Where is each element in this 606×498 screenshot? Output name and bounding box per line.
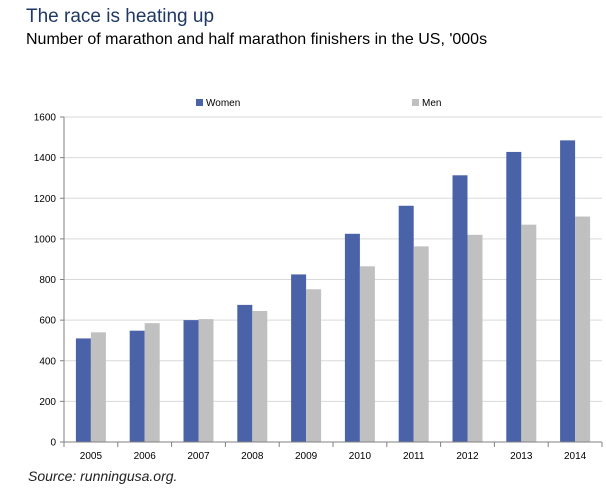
x-tick-label: 2010: [349, 451, 372, 462]
y-tick-label: 1600: [34, 113, 57, 124]
x-tick-label: 2014: [564, 451, 587, 462]
y-tick-label: 1200: [34, 194, 57, 205]
bar-women-2011: [398, 205, 414, 442]
x-tick-label: 2007: [187, 451, 210, 462]
x-tick-label: 2011: [403, 451, 425, 462]
bar-women-2014: [560, 140, 576, 442]
bar-men-2011: [413, 246, 429, 442]
bar-men-2014: [575, 216, 591, 442]
legend-label-women: Women: [206, 98, 240, 109]
chart-subtitle: Number of marathon and half marathon fin…: [26, 31, 488, 48]
legend-swatch-men: [412, 99, 419, 106]
bar-men-2012: [467, 234, 483, 442]
y-tick-label: 1400: [34, 153, 57, 164]
x-tick-label: 2009: [295, 451, 318, 462]
y-axis: 0 200 400 600 800 1000 1200 1400 1600: [34, 113, 65, 449]
bar-men-2006: [144, 323, 160, 442]
y-tick-label: 0: [50, 438, 56, 449]
y-tick-label: 400: [39, 356, 56, 367]
legend-swatch-women: [196, 99, 203, 106]
bar-men-2009: [306, 289, 322, 442]
y-tick-label: 600: [39, 316, 56, 327]
bar-men-2010: [359, 266, 375, 442]
source-note: Source: runningusa.org.: [28, 468, 178, 484]
y-tick-label: 200: [39, 397, 56, 408]
x-tick-label: 2005: [80, 451, 103, 462]
x-tick-label: 2013: [510, 451, 533, 462]
x-tick-label: 2008: [241, 451, 264, 462]
x-axis: 2005 2006 2007 2008 2009 2010 2011 2012 2013 2014: [63, 441, 603, 462]
bar-women-2012: [452, 175, 468, 442]
bar-women-2008: [237, 304, 253, 442]
bar-women-2007: [183, 320, 199, 442]
bar-women-2009: [291, 274, 307, 442]
x-tick-label: 2006: [134, 451, 157, 462]
y-tick-label: 800: [39, 275, 56, 286]
y-tick-label: 1000: [34, 234, 57, 245]
bar-men-2008: [252, 310, 268, 442]
bar-women-2005: [75, 338, 91, 442]
bars: [75, 140, 591, 442]
x-tick-label: 2012: [456, 451, 479, 462]
bar-men-2005: [90, 332, 106, 442]
legend-label-men: Men: [422, 98, 441, 109]
bar-women-2013: [506, 151, 522, 442]
bar-women-2006: [129, 330, 145, 442]
chart-title: The race is heating up: [26, 6, 215, 27]
bar-men-2013: [521, 224, 537, 442]
bar-men-2007: [198, 319, 214, 442]
legend: Women Men: [196, 98, 441, 109]
bar-women-2010: [344, 233, 360, 442]
